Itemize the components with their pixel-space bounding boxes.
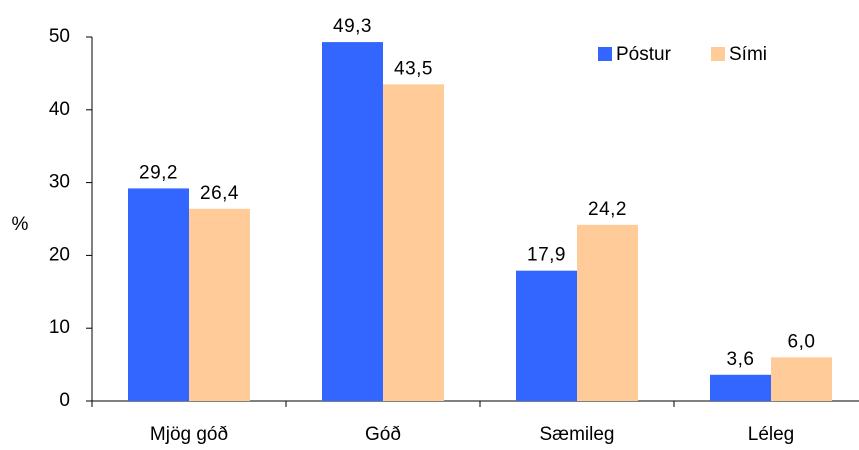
y-tick-label: 0 xyxy=(59,390,70,411)
data-label: 26,4 xyxy=(200,183,239,204)
data-label: 24,2 xyxy=(588,199,627,220)
y-axis-title: % xyxy=(12,214,29,235)
bar-postur xyxy=(710,374,771,401)
data-label: 49,3 xyxy=(333,16,372,37)
category-labels: Mjög góð Góð Sæmileg Léleg xyxy=(150,424,794,445)
x-ticks xyxy=(91,401,675,407)
category-label: Léleg xyxy=(748,424,795,445)
y-tick-label: 50 xyxy=(49,26,70,47)
bar-postur xyxy=(322,42,383,401)
bar-simi xyxy=(771,357,832,401)
category-label: Góð xyxy=(365,424,401,445)
legend-label: Póstur xyxy=(616,44,672,65)
data-label: 6,0 xyxy=(788,331,816,352)
bar-simi xyxy=(189,208,250,401)
bar-simi xyxy=(577,224,638,401)
category-label: Mjög góð xyxy=(150,424,228,445)
data-label: 43,5 xyxy=(394,58,433,79)
bar-postur xyxy=(516,270,577,401)
legend: Póstur Sími xyxy=(598,44,767,65)
legend-swatch xyxy=(598,47,612,61)
y-tick-label: 40 xyxy=(49,99,70,120)
y-tick-label: 10 xyxy=(49,317,70,338)
y-ticks: 0 10 20 30 40 50 xyxy=(49,26,92,411)
data-label: 29,2 xyxy=(139,162,178,183)
bars xyxy=(128,42,832,401)
legend-swatch xyxy=(711,47,725,61)
data-labels: 29,2 26,4 49,3 43,5 17,9 24,2 3,6 6,0 xyxy=(139,16,815,370)
data-label: 3,6 xyxy=(727,349,755,370)
y-tick-label: 30 xyxy=(49,172,70,193)
y-tick-label: 20 xyxy=(49,244,70,265)
bar-simi xyxy=(383,84,444,401)
data-label: 17,9 xyxy=(527,245,566,266)
bar-postur xyxy=(128,188,189,401)
category-label: Sæmileg xyxy=(540,424,615,445)
legend-label: Sími xyxy=(729,44,767,65)
